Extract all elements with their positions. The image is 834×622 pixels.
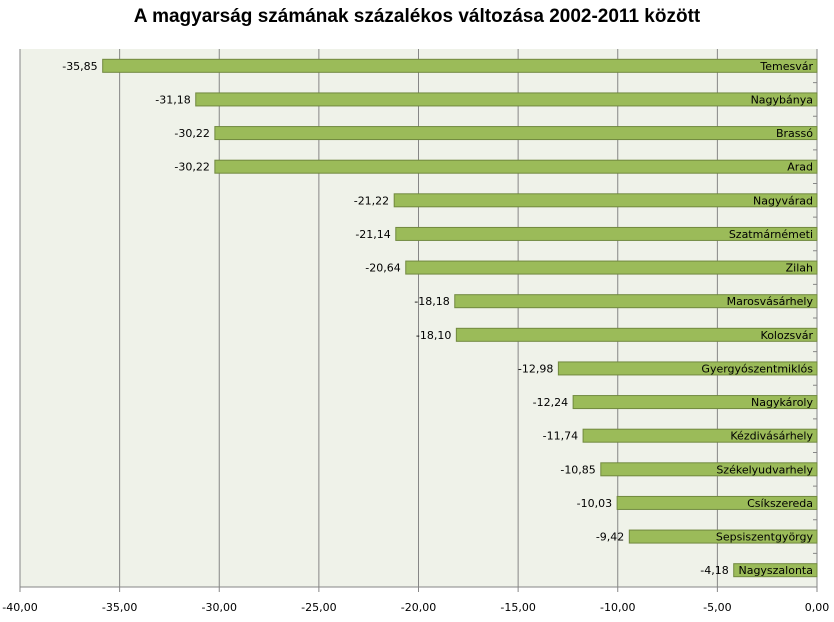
data-label: -4,18 bbox=[700, 564, 728, 577]
category-label: Arad bbox=[787, 161, 813, 174]
category-label: Székelyudvarhely bbox=[716, 463, 813, 476]
bar bbox=[395, 226, 818, 241]
category-label: Brassó bbox=[776, 127, 813, 140]
data-label: -35,85 bbox=[62, 60, 97, 73]
data-label: -30,22 bbox=[174, 127, 209, 140]
bar bbox=[214, 126, 818, 141]
category-label: Marosvásárhely bbox=[727, 295, 814, 308]
bar bbox=[455, 327, 818, 342]
category-label: Csíkszereda bbox=[747, 497, 813, 510]
bar bbox=[557, 361, 818, 376]
bar bbox=[628, 529, 818, 544]
bar bbox=[600, 462, 818, 477]
x-tick-label: -35,00 bbox=[102, 601, 137, 614]
bar bbox=[405, 260, 818, 275]
category-label: Sepsiszentgyörgy bbox=[716, 531, 814, 544]
data-label: -18,10 bbox=[416, 329, 451, 342]
bar bbox=[102, 58, 818, 73]
x-tick-label: -20,00 bbox=[401, 601, 436, 614]
category-label: Zilah bbox=[786, 262, 813, 275]
bar bbox=[616, 495, 818, 510]
category-label: Kézdivásárhely bbox=[730, 430, 813, 443]
data-label: -21,14 bbox=[355, 228, 390, 241]
x-tick-label: -10,00 bbox=[600, 601, 635, 614]
bar bbox=[582, 428, 818, 443]
data-label: -9,42 bbox=[596, 531, 624, 544]
x-tick-label: -5,00 bbox=[703, 601, 731, 614]
category-label: Gyergyószentmiklós bbox=[701, 362, 813, 375]
data-label: -31,18 bbox=[155, 93, 190, 106]
category-label: Nagyvárad bbox=[753, 194, 813, 207]
bar bbox=[572, 395, 818, 410]
x-tick-label: -25,00 bbox=[301, 601, 336, 614]
category-label: Kolozsvár bbox=[761, 329, 814, 342]
data-label: -18,18 bbox=[414, 295, 449, 308]
category-label: Nagybánya bbox=[751, 93, 813, 106]
data-label: -30,22 bbox=[174, 161, 209, 174]
bar bbox=[195, 92, 818, 107]
bar bbox=[214, 159, 818, 174]
data-label: -12,98 bbox=[518, 362, 553, 375]
x-tick-label: 0,00 bbox=[805, 601, 830, 614]
data-label: -12,24 bbox=[533, 396, 568, 409]
category-label: Nagykároly bbox=[751, 396, 813, 409]
chart-title: A magyarság számának százalékos változás… bbox=[133, 6, 701, 27]
x-tick-label: -40,00 bbox=[2, 601, 37, 614]
data-label: -20,64 bbox=[365, 262, 400, 275]
x-tick-label: -15,00 bbox=[500, 601, 535, 614]
bar bbox=[733, 563, 818, 578]
data-label: -10,03 bbox=[577, 497, 612, 510]
category-label: Szatmárnémeti bbox=[729, 228, 813, 241]
category-label: Temesvár bbox=[759, 60, 813, 73]
x-tick-label: -30,00 bbox=[202, 601, 237, 614]
data-label: -21,22 bbox=[354, 194, 389, 207]
bar bbox=[393, 193, 818, 208]
category-label: Nagyszalonta bbox=[738, 564, 813, 577]
data-label: -11,74 bbox=[543, 430, 578, 443]
data-label: -10,85 bbox=[560, 463, 595, 476]
bar bbox=[454, 294, 818, 309]
